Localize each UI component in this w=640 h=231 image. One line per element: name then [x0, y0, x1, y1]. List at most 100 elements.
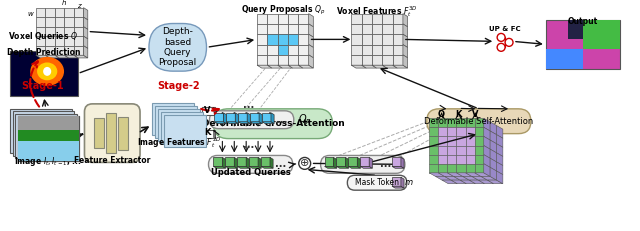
Bar	[362, 14, 372, 24]
Polygon shape	[214, 158, 222, 166]
Bar	[65, 17, 74, 27]
Bar	[268, 55, 278, 65]
Text: Voxel Features $F_t^{3D}$: Voxel Features $F_t^{3D}$	[337, 4, 418, 18]
Bar	[74, 8, 83, 17]
Polygon shape	[484, 155, 490, 167]
Polygon shape	[484, 146, 490, 158]
Polygon shape	[346, 158, 349, 168]
Bar	[55, 36, 65, 46]
Bar	[288, 34, 298, 45]
Bar	[392, 14, 403, 24]
Bar	[351, 34, 362, 45]
Bar	[65, 8, 74, 17]
Bar	[372, 14, 382, 24]
Bar	[55, 27, 65, 36]
Polygon shape	[259, 113, 262, 124]
Polygon shape	[55, 55, 68, 58]
Bar	[45, 8, 55, 17]
Text: UP & FC: UP & FC	[489, 27, 521, 33]
Polygon shape	[436, 176, 451, 180]
Bar	[429, 137, 438, 146]
Polygon shape	[65, 55, 78, 58]
Bar	[278, 34, 288, 45]
Polygon shape	[225, 158, 234, 166]
Polygon shape	[324, 166, 337, 168]
Bar	[429, 146, 438, 155]
Bar	[362, 24, 372, 34]
Polygon shape	[333, 158, 337, 168]
Text: $Q_p$: $Q_p$	[298, 112, 312, 127]
Bar	[55, 17, 65, 27]
Bar	[465, 137, 475, 146]
Polygon shape	[475, 173, 490, 176]
Polygon shape	[257, 65, 272, 68]
FancyBboxPatch shape	[149, 24, 207, 71]
Bar	[288, 55, 298, 65]
Polygon shape	[463, 176, 478, 180]
Polygon shape	[351, 65, 366, 68]
Text: ...: ...	[276, 115, 287, 125]
Polygon shape	[237, 166, 250, 168]
Bar	[372, 55, 382, 65]
Text: Q: Q	[438, 110, 445, 119]
Polygon shape	[261, 158, 270, 166]
Bar	[382, 55, 392, 65]
Bar	[278, 45, 288, 55]
Polygon shape	[238, 113, 247, 122]
Bar	[465, 146, 475, 155]
Bar	[372, 34, 382, 45]
Bar	[278, 24, 288, 34]
Polygon shape	[392, 177, 401, 186]
Polygon shape	[362, 65, 376, 68]
Polygon shape	[348, 166, 360, 168]
Bar	[429, 118, 438, 127]
Polygon shape	[83, 17, 88, 29]
Bar	[36, 8, 45, 17]
Polygon shape	[298, 65, 314, 68]
Polygon shape	[268, 65, 282, 68]
Polygon shape	[236, 113, 238, 124]
Bar	[45, 46, 55, 55]
Text: Image $I_t, I_{t-1}$, ...: Image $I_t, I_{t-1}$, ...	[15, 155, 82, 168]
Bar	[268, 45, 278, 55]
Bar	[158, 109, 200, 141]
Bar	[278, 14, 288, 24]
Bar	[465, 127, 475, 137]
Bar	[17, 130, 79, 141]
Bar	[257, 45, 268, 55]
Bar	[438, 146, 447, 155]
Polygon shape	[369, 158, 372, 168]
Polygon shape	[392, 65, 408, 68]
Bar	[17, 139, 79, 161]
Bar	[382, 34, 392, 45]
Polygon shape	[403, 14, 408, 27]
Polygon shape	[227, 122, 238, 124]
Polygon shape	[429, 173, 445, 176]
Polygon shape	[456, 173, 472, 176]
Bar	[392, 55, 403, 65]
Bar	[447, 118, 456, 127]
Bar	[475, 118, 484, 127]
Bar	[268, 34, 278, 45]
Polygon shape	[497, 171, 503, 184]
Polygon shape	[460, 180, 476, 184]
Bar	[382, 45, 392, 55]
Bar	[465, 155, 475, 164]
Bar	[438, 127, 447, 137]
Polygon shape	[484, 137, 490, 149]
Bar	[298, 45, 308, 55]
Text: Deformable Cross-Attention: Deformable Cross-Attention	[202, 119, 344, 128]
Polygon shape	[348, 158, 357, 166]
Bar	[392, 45, 403, 55]
FancyBboxPatch shape	[84, 104, 140, 162]
Bar	[36, 17, 45, 27]
Bar	[45, 17, 55, 27]
Polygon shape	[83, 27, 88, 39]
Bar	[10, 51, 77, 96]
Polygon shape	[360, 158, 369, 166]
Bar	[546, 49, 583, 69]
Polygon shape	[249, 166, 261, 168]
Bar	[155, 106, 196, 138]
Text: h: h	[62, 0, 67, 6]
Text: ...: ...	[243, 140, 254, 149]
